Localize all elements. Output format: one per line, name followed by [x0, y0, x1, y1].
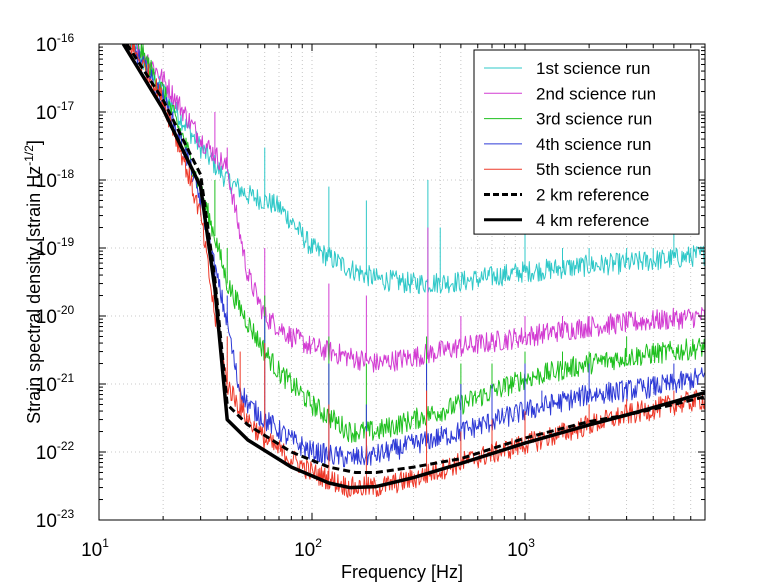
- y-tick-label-exponent: -19: [57, 235, 75, 249]
- legend-label: 4th science run: [536, 135, 651, 154]
- y-tick-label: 10-17: [36, 99, 75, 124]
- y-tick-label-base: 10: [36, 375, 57, 396]
- x-tick-label-exponent: 3: [528, 536, 535, 550]
- x-tick-label-base: 10: [81, 540, 102, 561]
- legend-label: 2 km reference: [536, 186, 649, 205]
- y-tick-label: 10-21: [36, 371, 75, 396]
- y-tick-label-base: 10: [36, 307, 57, 328]
- series-line: [121, 44, 705, 490]
- y-tick-label: 10-23: [36, 507, 75, 532]
- series-4-km-reference: [121, 44, 705, 490]
- y-tick-label-base: 10: [36, 103, 57, 124]
- x-tick-label-exponent: 1: [102, 536, 109, 550]
- y-tick-label-exponent: -18: [57, 167, 75, 181]
- y-tick-label-exponent: -20: [57, 303, 75, 317]
- legend-label: 5th science run: [536, 160, 651, 179]
- plot-area: [121, 44, 705, 498]
- y-tick-label-base: 10: [36, 443, 57, 464]
- y-tick-label: 10-19: [36, 235, 75, 260]
- axes-frame: [98, 43, 706, 521]
- x-tick-label-base: 10: [294, 540, 315, 561]
- y-tick-label: 10-16: [36, 31, 75, 56]
- y-axis-label-main: Strain spectral density [strain Hz: [24, 166, 44, 424]
- x-axis-label: Frequency [Hz]: [341, 562, 463, 582]
- y-axis-label-suffix: ]: [24, 140, 44, 145]
- x-tick-label: 102: [294, 536, 322, 561]
- x-tick-label-base: 10: [507, 540, 528, 561]
- legend-label: 2nd science run: [536, 84, 656, 103]
- series-2nd-science-run: [136, 44, 705, 373]
- y-tick-label-exponent: -23: [57, 507, 75, 521]
- x-tick-labels: 101 102 103: [81, 536, 535, 561]
- series-line: [129, 44, 705, 295]
- y-tick-label-exponent: -16: [57, 31, 75, 45]
- y-tick-label-exponent: -17: [57, 99, 75, 113]
- axis-ticks: [98, 43, 706, 521]
- legend-label: 1st science run: [536, 59, 650, 78]
- y-tick-label-exponent: -21: [57, 371, 75, 385]
- y-tick-label-base: 10: [36, 239, 57, 260]
- y-tick-label-base: 10: [36, 511, 57, 532]
- x-tick-label: 103: [507, 536, 535, 561]
- series-line: [132, 44, 705, 468]
- y-tick-label-exponent: -22: [57, 439, 75, 453]
- y-tick-label-base: 10: [36, 171, 57, 192]
- x-tick-label: 101: [81, 536, 109, 561]
- legend-label: 4 km reference: [536, 211, 649, 230]
- series-1st-science-run: [129, 44, 705, 295]
- y-axis-label-exponent: -1/2: [22, 145, 36, 166]
- legend-label: 3rd science run: [536, 110, 652, 129]
- y-axis-label: Strain spectral density [strain Hz-1/2]: [22, 140, 44, 424]
- y-tick-label: 10-18: [36, 167, 75, 192]
- legend: 1st science run 2nd science run 3rd scienc…: [473, 49, 700, 235]
- series-line: [136, 44, 705, 373]
- y-tick-label: 10-22: [36, 439, 75, 464]
- x-tick-label-exponent: 2: [315, 536, 322, 550]
- legend-box: [473, 49, 700, 235]
- y-tick-label-base: 10: [36, 35, 57, 56]
- series-line: [137, 44, 705, 443]
- y-tick-label: 10-20: [36, 303, 75, 328]
